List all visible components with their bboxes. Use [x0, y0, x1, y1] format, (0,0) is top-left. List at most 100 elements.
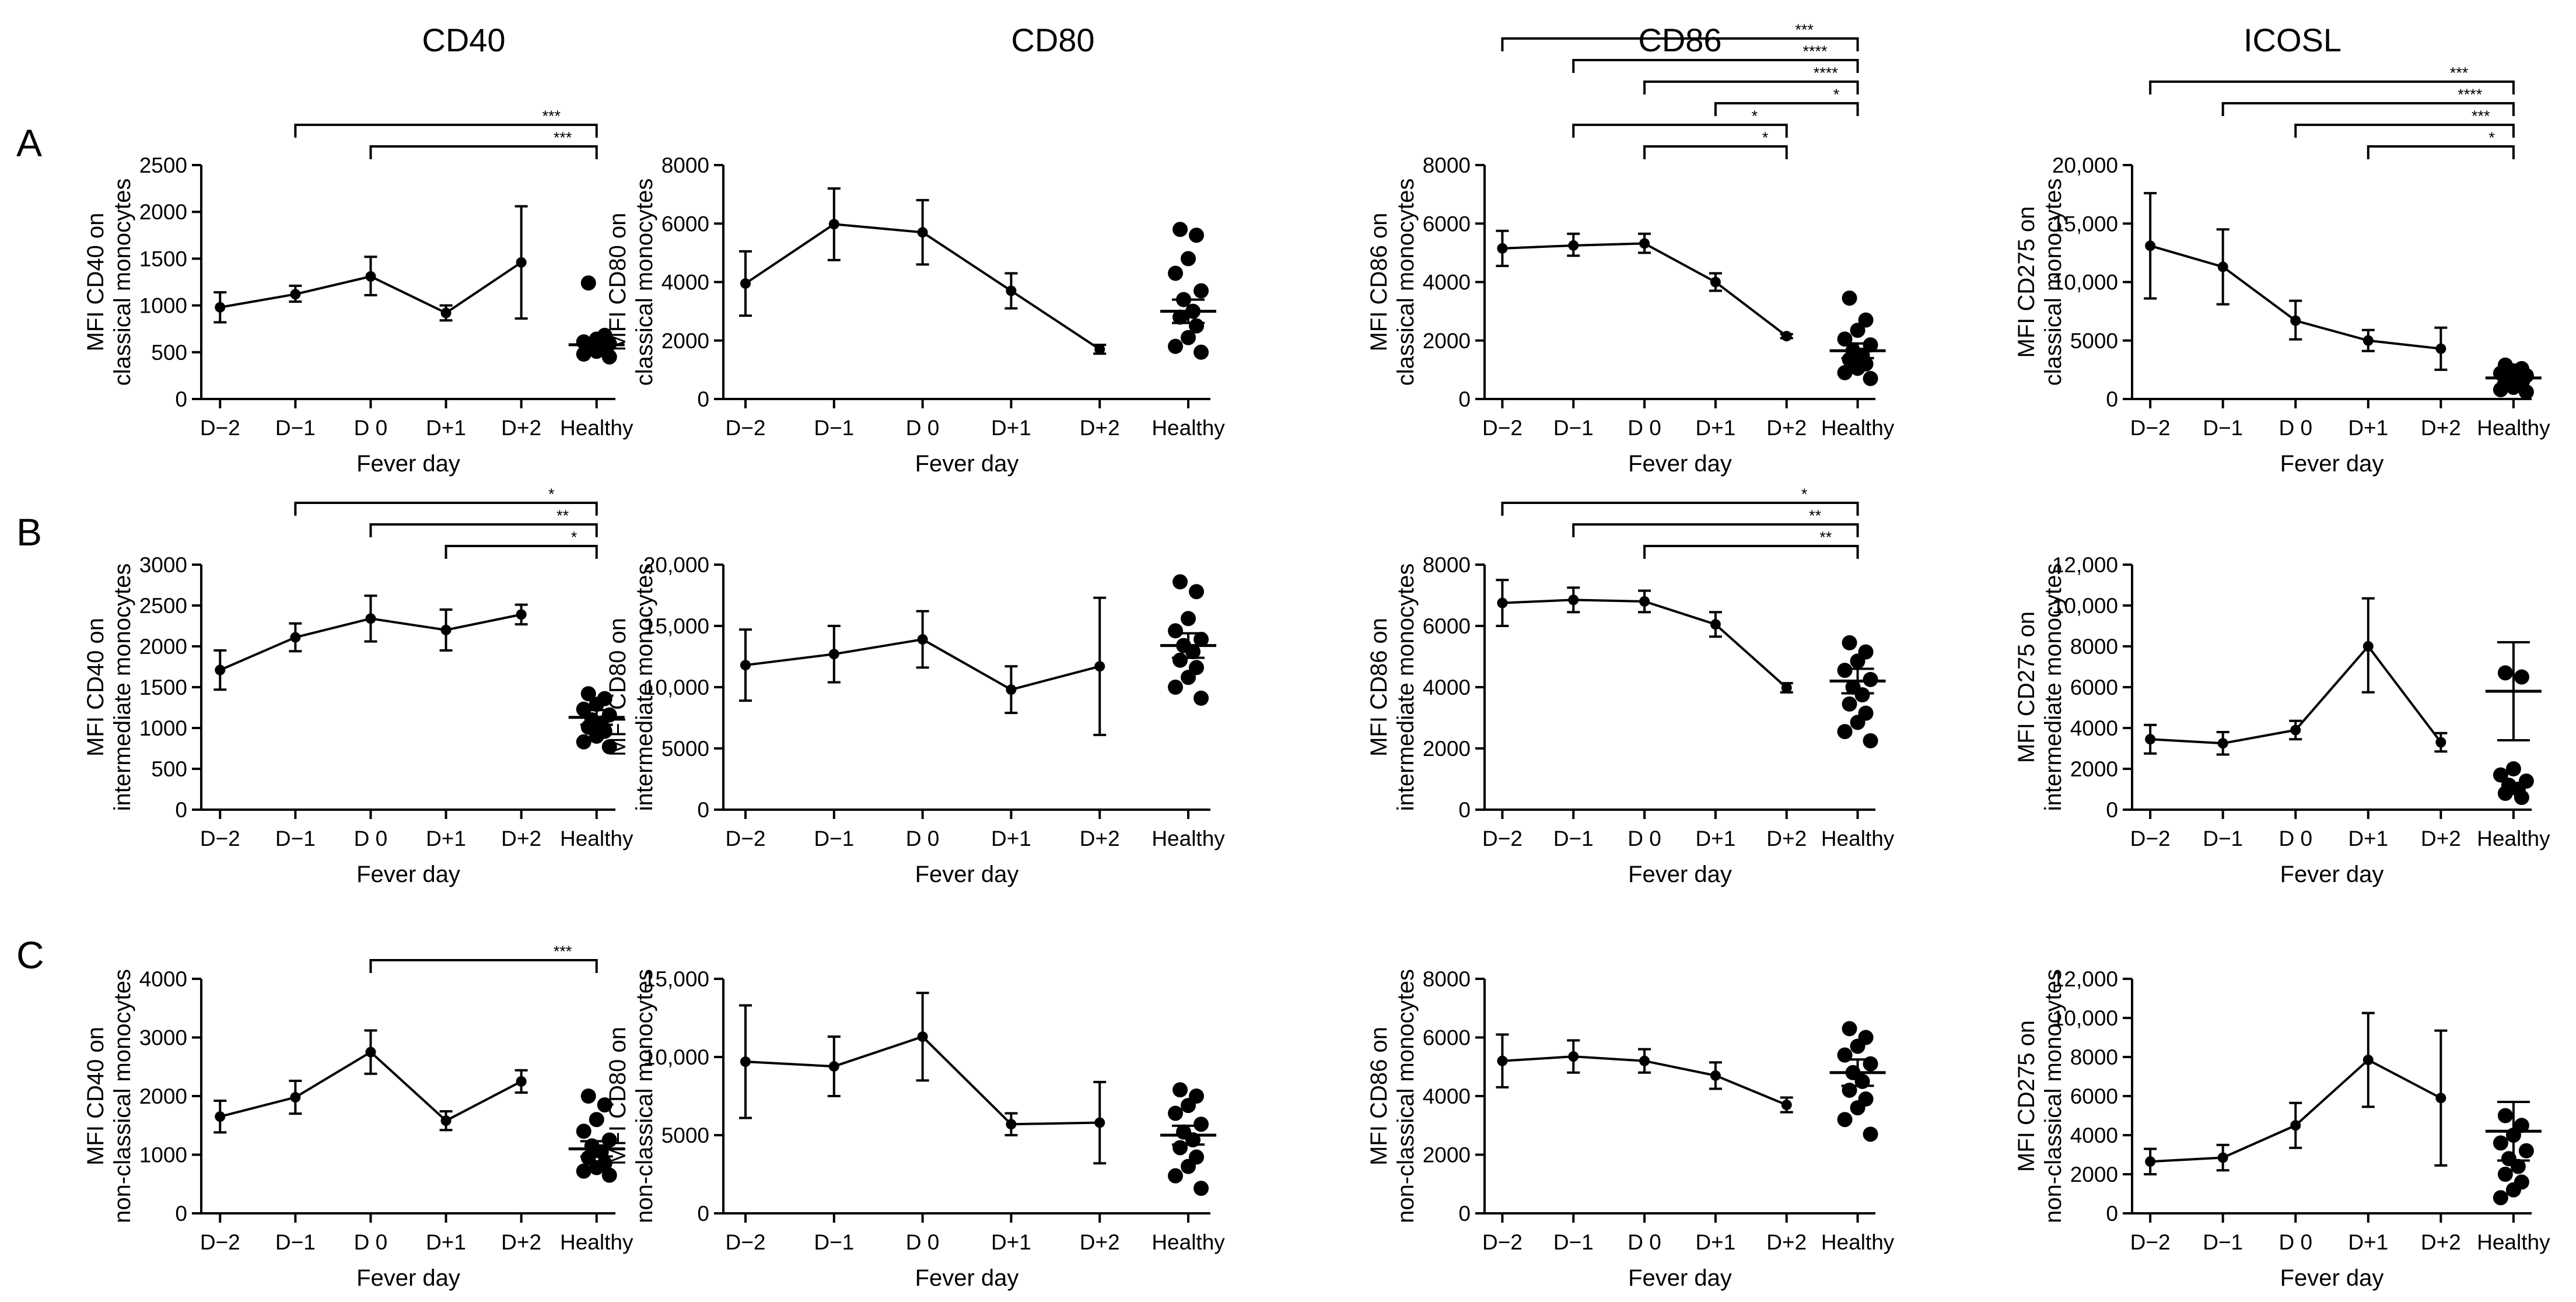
- column-title-cd86: CD86: [1638, 22, 1721, 58]
- healthy-point: [1194, 344, 1209, 360]
- x-tick-label: Healthy: [560, 827, 634, 850]
- healthy-point: [1850, 653, 1866, 669]
- y-tick-label: 12,000: [2052, 967, 2118, 991]
- data-point-patient: [740, 660, 751, 671]
- x-axis-label: Fever day: [2280, 862, 2384, 887]
- x-tick-label: D+2: [1766, 1230, 1807, 1254]
- significance-label: *: [2488, 129, 2495, 146]
- significance-bracket: [444, 545, 598, 559]
- data-point-patient: [1094, 1117, 1105, 1128]
- y-tick-label: 0: [697, 387, 709, 411]
- healthy-point: [601, 1167, 617, 1183]
- x-tick-label: D−1: [814, 416, 854, 440]
- y-tick-label: 0: [2106, 1202, 2118, 1226]
- x-tick-label: D+2: [501, 1230, 541, 1254]
- data-point-patient: [215, 664, 226, 676]
- healthy-point: [1842, 635, 1857, 650]
- x-axis-label: Fever day: [356, 451, 460, 477]
- y-tick-label: 4000: [139, 967, 187, 991]
- x-tick-label: D−1: [814, 1230, 854, 1254]
- y-tick-label: 4000: [1423, 676, 1471, 699]
- y-tick-label: 0: [1458, 798, 1471, 822]
- significance-bracket: [1572, 523, 1859, 537]
- significance-bracket: [369, 959, 598, 973]
- healthy-point: [1181, 611, 1196, 626]
- y-tick-label: 10,000: [643, 676, 709, 699]
- y-axis-label: MFI CD40 onintermediate monocytes: [83, 564, 135, 811]
- y-tick-label: 500: [151, 341, 187, 365]
- significance-bracket: [294, 124, 598, 138]
- data-point-patient: [1497, 597, 1508, 608]
- healthy-point: [1194, 1116, 1209, 1132]
- panel-letter-c: C: [16, 933, 44, 977]
- y-tick-label: 1000: [139, 1143, 187, 1167]
- healthy-point: [580, 686, 596, 702]
- healthy-point: [2493, 382, 2508, 397]
- healthy-point: [1172, 1140, 1188, 1156]
- data-point-patient: [2290, 1120, 2301, 1131]
- significance-label: *: [1833, 86, 1840, 103]
- x-axis-label: Fever day: [1628, 1265, 1732, 1291]
- significance-bracket: [1643, 80, 1859, 94]
- x-tick-label: D−1: [275, 827, 316, 850]
- significance-label: ***: [554, 943, 572, 960]
- healthy-point: [1181, 670, 1196, 685]
- data-point-patient: [2290, 315, 2301, 326]
- healthy-point: [576, 734, 592, 750]
- y-tick-label: 5000: [662, 1124, 709, 1147]
- panel-a-cd40: 0 500 1000 1500 2000 2500 D−2 D−1 D 0 D+1 D+2 Healt…: [83, 107, 634, 477]
- y-tick-label: 1000: [139, 716, 187, 740]
- y-tick-label: 8000: [2070, 635, 2118, 659]
- panel-c-cd80: 0 5000 10,000 15,000 D−2 D−1 D 0 D+1 D+2 Healthy F…: [605, 967, 1225, 1291]
- y-tick-label: 4000: [662, 271, 709, 295]
- healthy-point: [2514, 790, 2529, 805]
- data-point-patient: [2435, 1093, 2446, 1104]
- significance-label: *: [1752, 107, 1758, 125]
- y-tick-label: 10,000: [2052, 1006, 2118, 1030]
- y-tick-label: 2000: [1423, 1143, 1471, 1167]
- data-point-patient: [917, 634, 928, 645]
- significance-label: *: [548, 485, 555, 503]
- healthy-point: [1172, 309, 1188, 325]
- y-tick-label: 4000: [1423, 1084, 1471, 1108]
- healthy-point: [1172, 1082, 1188, 1098]
- data-point-patient: [2435, 343, 2446, 354]
- y-tick-label: 8000: [1423, 967, 1471, 991]
- data-point-patient: [516, 609, 527, 620]
- significance-label: ***: [1795, 21, 1814, 38]
- healthy-point: [1168, 338, 1184, 354]
- significance-label: ****: [2458, 86, 2483, 103]
- healthy-point: [1850, 1038, 1866, 1054]
- x-tick-label: D+2: [1080, 827, 1120, 850]
- x-axis-label: Fever day: [356, 1265, 460, 1291]
- chart-panels: 0 500 1000 1500 2000 2500 D−2 D−1 D 0 D+1 D+2 Healt…: [83, 21, 2550, 1291]
- data-point-patient: [2435, 737, 2446, 748]
- x-axis-label: Fever day: [915, 862, 1019, 887]
- y-tick-label: 8000: [2070, 1045, 2118, 1069]
- data-point-patient: [290, 289, 301, 300]
- healthy-point: [1181, 251, 1196, 267]
- y-tick-label: 15,000: [2052, 212, 2118, 236]
- x-tick-label: D−2: [1482, 827, 1522, 850]
- y-tick-label: 6000: [1423, 614, 1471, 638]
- x-tick-label: D+1: [991, 827, 1031, 850]
- healthy-point: [1850, 1100, 1866, 1116]
- y-tick-label: 15,000: [643, 967, 709, 991]
- data-point-patient: [516, 1076, 527, 1087]
- x-tick-label: Healthy: [1821, 827, 1895, 850]
- y-tick-label: 0: [175, 798, 187, 822]
- y-tick-label: 2000: [139, 200, 187, 224]
- data-point-patient: [365, 1046, 376, 1058]
- x-tick-label: D+2: [2421, 416, 2461, 440]
- y-tick-label: 5000: [2070, 329, 2118, 353]
- healthy-point: [2497, 786, 2513, 801]
- healthy-point: [597, 1097, 612, 1113]
- data-point-patient: [1639, 1055, 1650, 1066]
- data-point-patient: [917, 227, 928, 238]
- x-axis-label: Fever day: [1628, 862, 1732, 887]
- healthy-point: [2493, 767, 2508, 783]
- data-point-patient: [1639, 596, 1650, 607]
- x-tick-label: D−1: [2203, 1230, 2243, 1254]
- data-point-patient: [1781, 1100, 1792, 1111]
